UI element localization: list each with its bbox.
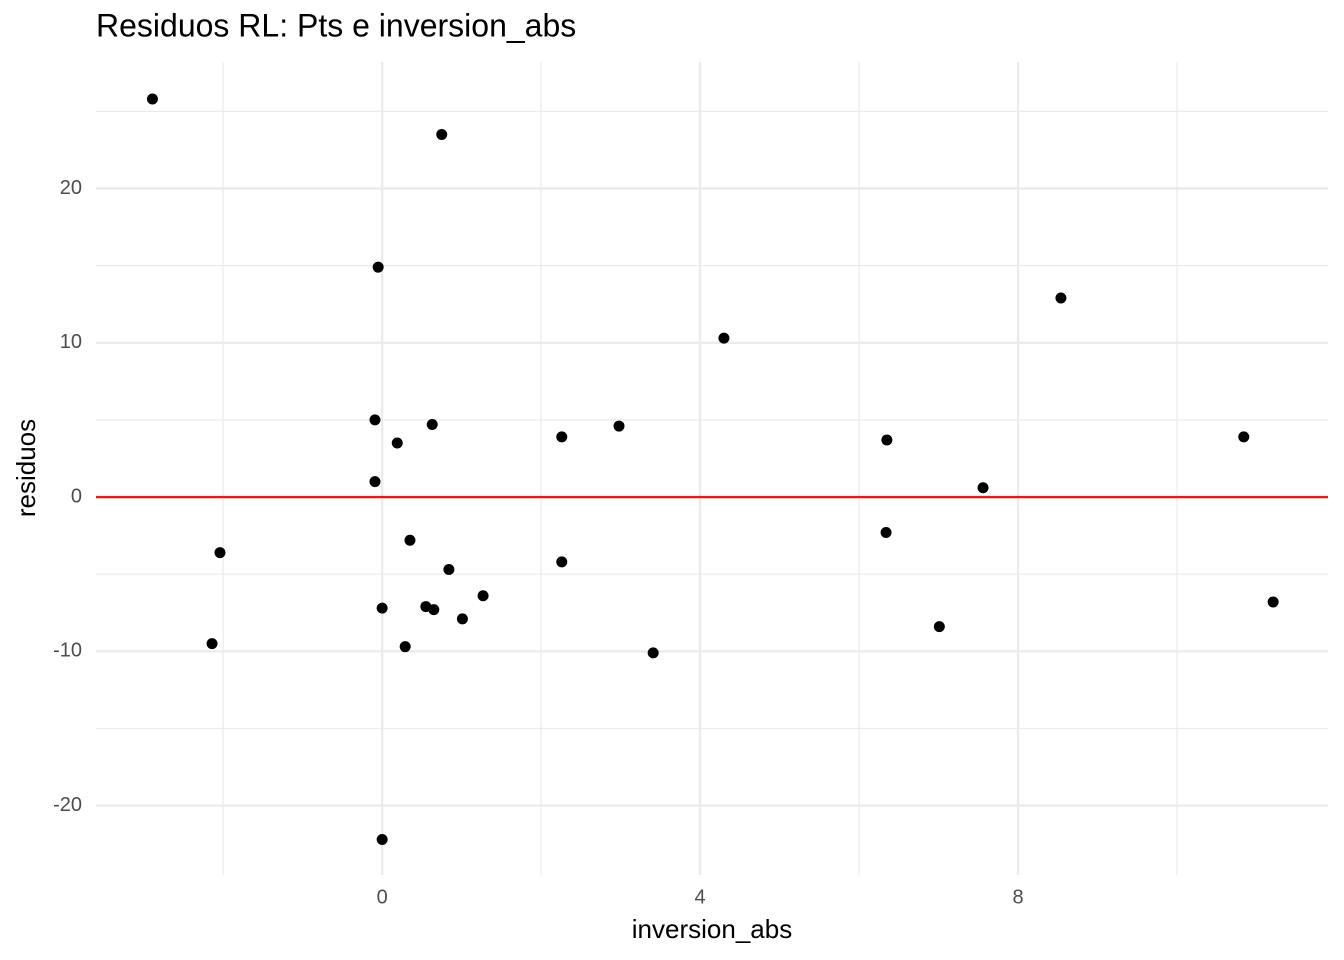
point [477,590,489,602]
point [443,564,455,576]
point [376,602,388,614]
point [718,332,730,344]
point [146,93,158,105]
point [399,641,411,653]
x-tick-label: 8 [1012,886,1023,908]
x-tick-label: 0 [377,886,388,908]
point [404,534,416,546]
point [206,638,218,650]
point [369,476,381,488]
y-tick-label: 10 [60,331,82,353]
x-tick-label: 4 [695,886,706,908]
point [456,613,468,625]
point [977,482,989,494]
y-tick-label: 20 [60,177,82,199]
point [1238,431,1250,443]
x-axis-label: inversion_abs [632,914,792,944]
point [881,434,893,446]
point [372,261,384,273]
chart-title: Residuos RL: Pts e inversion_abs [96,7,576,43]
point [214,547,226,559]
y-tick-label: -10 [53,640,82,662]
y-axis-label: residuos [11,419,41,517]
point [556,556,568,568]
y-tick-label: -20 [53,794,82,816]
point [880,527,892,539]
point [613,420,625,432]
point [428,604,440,616]
point [391,437,403,449]
point [933,621,945,633]
point [436,129,448,141]
point [376,834,388,846]
point [1267,596,1279,608]
point [556,431,568,443]
point [426,419,438,431]
y-tick-label: 0 [71,485,82,507]
point [1055,292,1067,304]
point [369,414,381,426]
point [647,647,659,659]
